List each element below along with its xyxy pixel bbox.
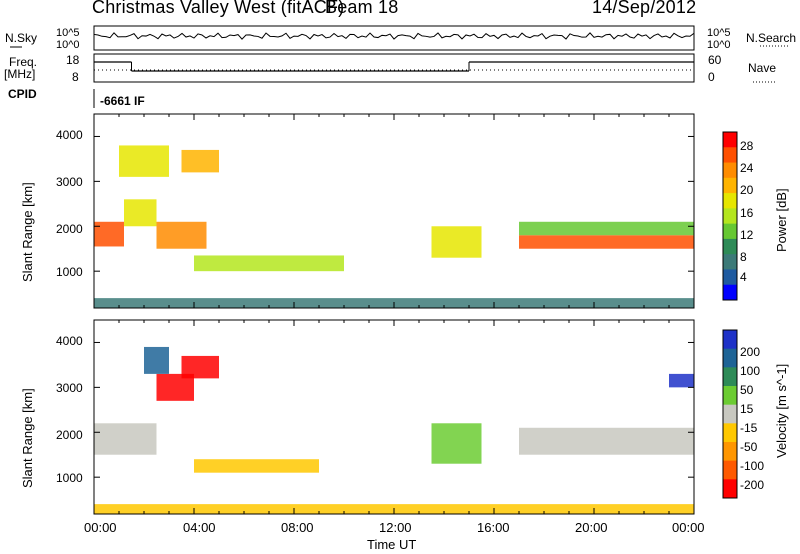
velocity-colorbar-swatch: [723, 386, 737, 406]
velocity-colorbar-swatch: [723, 479, 737, 499]
xtick: 12:00: [379, 520, 412, 535]
freq-tick-bottom: 8: [72, 70, 79, 84]
velocity-colorbar-swatch: [723, 348, 737, 368]
velocity-cb-tick: 100: [740, 364, 761, 378]
power-colorbar-swatch: [723, 132, 737, 148]
nave-label: Nave: [748, 61, 777, 75]
xtick: 08:00: [281, 520, 314, 535]
data-band: [669, 373, 694, 388]
noise-tick-right-top: 10^5: [707, 27, 731, 39]
velocity-cb-tick: -50: [740, 440, 758, 454]
xtick: 20:00: [575, 520, 608, 535]
velocity-cb-tick: -100: [740, 459, 765, 473]
data-band: [94, 221, 124, 247]
power-colorbar-swatch: [723, 162, 737, 179]
power-colorbar-swatch: [723, 208, 737, 225]
velocity-ytick-4000: 4000: [56, 334, 83, 348]
data-band: [519, 221, 694, 236]
xtick: 04:00: [183, 520, 216, 535]
data-band: [119, 145, 169, 177]
power-cb-tick: 16: [740, 206, 754, 220]
power-cb-tick: 8: [740, 250, 747, 264]
nave-tick-bottom: 0: [708, 70, 715, 84]
velocity-cb-tick: 50: [740, 383, 754, 397]
power-colorbar-swatch: [723, 284, 737, 301]
power-cb-tick: 4: [740, 270, 747, 284]
power-colorbar-swatch: [723, 238, 737, 255]
power-colorbar-swatch: [723, 147, 737, 164]
noise-trace: [93, 32, 695, 40]
power-colorbar-swatch: [723, 223, 737, 240]
power-ytick-2000: 2000: [56, 222, 83, 236]
velocity-colorbar-swatch: [723, 460, 737, 480]
noise-tick-left-bottom: 10^0: [56, 39, 80, 51]
power-colorbar-swatch: [723, 269, 737, 286]
data-band: [431, 423, 482, 464]
freq-panel-frame: [93, 53, 695, 83]
nsky-label: N.Sky: [5, 31, 38, 45]
power-panel-frame: [93, 113, 695, 309]
power-ytick-4000: 4000: [56, 128, 83, 142]
freq-unit-label: [MHz]: [4, 67, 36, 81]
velocity-panel-frame: [93, 319, 695, 515]
power-cb-tick: 20: [740, 183, 754, 197]
xtick: 00:00: [84, 520, 117, 535]
power-ytick-3000: 3000: [56, 175, 83, 189]
beam-label: Beam 18: [325, 0, 399, 17]
power-colorbar-swatch: [723, 177, 737, 194]
xtick: 16:00: [477, 520, 510, 535]
velocity-colorbar-swatch: [723, 442, 737, 462]
power-colorbar-swatch: [723, 193, 737, 209]
velocity-cb-tick: 200: [740, 345, 761, 359]
freq-label: Freq.: [9, 55, 38, 69]
data-band: [94, 423, 157, 455]
power-ytick-1000: 1000: [56, 265, 83, 279]
station-title: Christmas Valley West (fitACF): [92, 0, 345, 17]
power-colorbar-frame: [722, 131, 738, 301]
data-band: [124, 199, 157, 227]
data-band: [144, 346, 169, 374]
data-band: [194, 255, 344, 272]
velocity-colorbar-swatch: [723, 330, 737, 350]
power-cb-tick: 12: [740, 228, 754, 242]
velocity-ytick-3000: 3000: [56, 381, 83, 395]
power-cb-tick: 28: [740, 139, 754, 153]
date-label: 14/Sep/2012: [592, 0, 697, 17]
data-band: [519, 235, 694, 249]
cpid-label: CPID: [8, 87, 37, 101]
data-band: [156, 221, 207, 249]
data-band: [181, 149, 219, 173]
data-band: [431, 226, 482, 258]
nave-tick-top: 60: [708, 53, 722, 67]
data-band: [194, 459, 319, 473]
velocity-ytick-2000: 2000: [56, 428, 83, 442]
freq-tick-top: 18: [66, 53, 80, 67]
noise-tick-right-bottom: 10^0: [707, 39, 731, 51]
velocity-ytick-1000: 1000: [56, 471, 83, 485]
velocity-colorbar-frame: [722, 329, 738, 499]
data-band: [519, 427, 694, 455]
cpid-value: -6661 IF: [100, 94, 145, 108]
xaxis-label: Time UT: [367, 537, 417, 552]
data-band: [181, 355, 219, 379]
velocity-cb-tick: -200: [740, 478, 765, 492]
nsearch-label: N.Search: [746, 31, 797, 45]
power-cb-tick: 24: [740, 161, 754, 175]
noise-panel-frame: [93, 25, 695, 51]
velocity-colorbar-swatch: [723, 404, 737, 424]
xtick: 00:00: [672, 520, 705, 535]
velocity-cb-tick: -15: [740, 421, 758, 435]
velocity-cb-tick: 15: [740, 402, 754, 416]
power-colorbar-swatch: [723, 254, 737, 270]
noise-tick-left-top: 10^5: [56, 27, 80, 39]
velocity-colorbar-swatch: [723, 423, 737, 443]
velocity-colorbar-swatch: [723, 367, 737, 387]
